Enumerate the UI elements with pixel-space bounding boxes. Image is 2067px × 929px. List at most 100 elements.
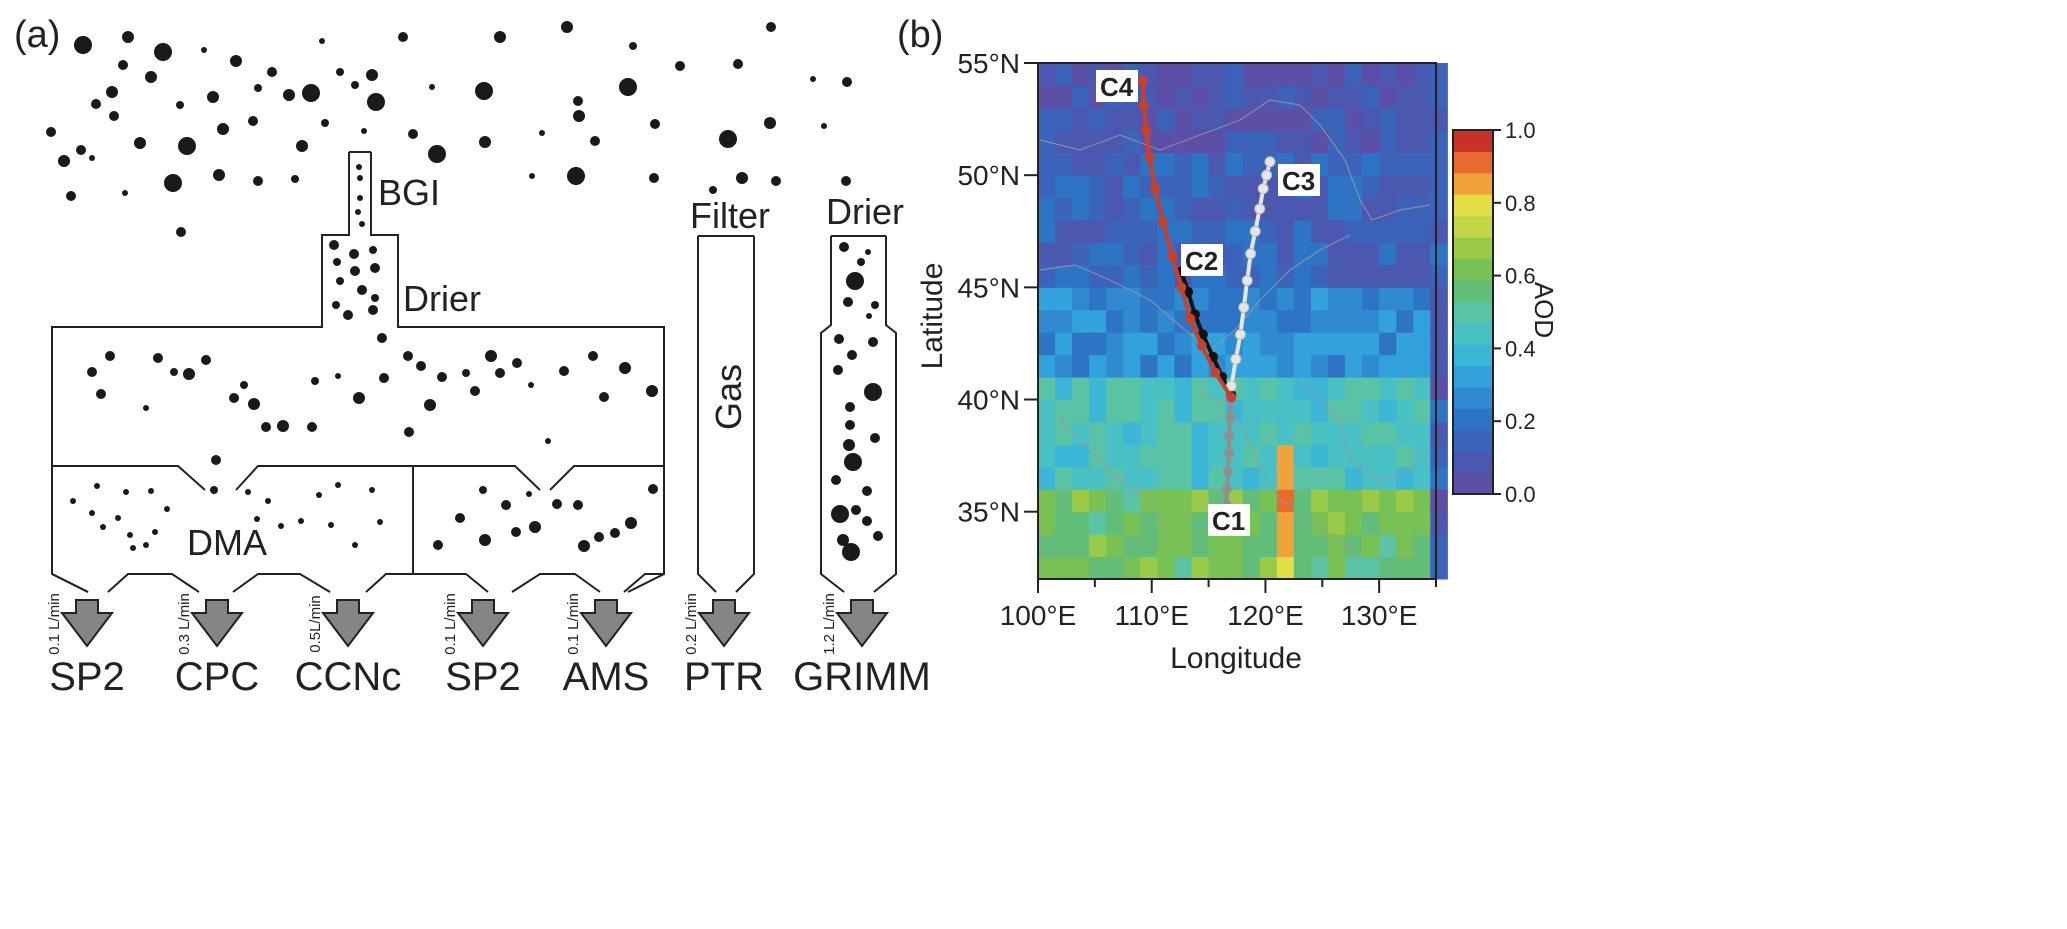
heatmap-cell [1140,332,1158,356]
heatmap-cell [1345,242,1363,266]
heatmap-cell [1345,107,1363,131]
heatmap-cell [1413,152,1431,176]
ambient-particle [429,84,435,90]
heatmap-cell [1089,354,1107,378]
ambient-particle [709,186,717,194]
heatmap-cell [1396,152,1414,176]
heatmap-cell [1191,444,1210,468]
heatmap-cell [1362,534,1380,558]
ambient-particle [109,111,119,121]
ambient-particle [567,167,585,185]
sampled-particle [115,515,121,521]
heatmap-cell [1157,107,1175,131]
outlet-instrument-name: AMS [563,655,650,699]
flow-arrow-icon [59,599,115,648]
heatmap-cell [1038,197,1056,221]
heatmap-cell [1072,175,1090,199]
heatmap-cell [1362,309,1380,333]
outlet-instrument-name: GRIMM [793,655,931,699]
heatmap-cell [1310,63,1329,86]
heatmap-cell [1396,287,1414,311]
sampled-particle [153,353,163,363]
heatmap-cell [1072,534,1090,558]
heatmap-cell [1055,63,1073,86]
label-c1-bg [1208,504,1250,536]
label-c2: C2 [1185,246,1218,276]
heatmap-cell [1430,511,1448,535]
heatmap-cell [1379,534,1397,558]
heatmap-cell [1293,220,1312,243]
heatmap-cell [1430,444,1448,468]
heatmap-cell [1430,63,1448,86]
y-tick-label: 55°N [957,48,1020,79]
heatmap-cell [1038,421,1056,445]
heatmap-cell [1293,377,1312,401]
sampled-particle [333,258,341,266]
heatmap-cell [1345,197,1363,221]
sampled-particle [610,528,620,538]
heatmap-cell [1055,197,1073,221]
heatmap-cell [1259,63,1278,86]
heatmap-cell [1191,130,1210,154]
heatmap-cell [1276,354,1295,378]
heatmap-cell [1157,511,1175,535]
sampled-particle [404,427,414,437]
drier-particle [871,301,879,309]
trajectory-point [1137,75,1148,86]
heatmap-cell [1396,511,1414,535]
heatmap-cell [1327,220,1346,243]
heatmap-cell [1174,511,1193,535]
heatmap-cell [1140,466,1158,490]
heatmap-cell [1413,489,1431,513]
sampled-particle [512,358,522,368]
trajectory-c3 [1225,156,1276,392]
heatmap-cell [1225,287,1244,311]
heatmap-cell [1310,309,1329,333]
sampled-particle [311,377,319,385]
heatmap-cell [1191,511,1210,535]
heatmap-cell [1430,534,1448,558]
heatmap-cell [1242,466,1261,490]
colorbar-swatch [1453,472,1493,495]
sampled-particle [254,516,260,522]
heatmap-cell [1276,444,1295,468]
heatmap-cell [1055,399,1073,423]
heatmap-cell [1038,220,1056,243]
y-tick-label: 45°N [957,272,1020,303]
ambient-particle [590,136,600,146]
colorbar-swatch [1453,194,1493,217]
heatmap-cell [1038,466,1056,490]
heatmap-cell [1089,152,1107,176]
heatmap-cell [1276,242,1295,266]
x-tick-label: 130°E [1341,600,1418,631]
sampled-particle [210,486,218,494]
ambient-particle [230,55,242,67]
label-c4-bg [1096,70,1138,102]
heatmap-cell [1310,354,1329,378]
heatmap-cell [1276,534,1295,558]
flow-arrow-icon [696,599,752,648]
heatmap-cell [1327,332,1346,356]
trajectory-point [1234,328,1246,340]
heatmap-cell [1242,354,1261,378]
heatmap-cell [1072,287,1090,311]
sampled-particle [307,422,317,432]
heatmap-cell [1157,264,1175,288]
heatmap-cell [1157,489,1175,513]
heatmap-cell [1123,264,1141,288]
heatmap-cell [1276,332,1295,356]
heatmap-cell [1106,287,1124,311]
heatmap-cell [1123,175,1141,199]
heatmap-cell [1259,287,1278,311]
heatmap-cell [1413,85,1431,109]
ambient-particle [367,93,385,111]
heatmap-cell [1430,175,1448,199]
heatmap-cell [1430,354,1448,378]
colorbar-swatch [1453,408,1493,431]
heatmap-cell [1259,309,1278,333]
sampled-particle [545,438,551,444]
heatmap-cell [1327,556,1346,580]
heatmap-cell [1089,556,1107,580]
drier-particle [837,534,849,546]
heatmap-cell [1140,534,1158,558]
